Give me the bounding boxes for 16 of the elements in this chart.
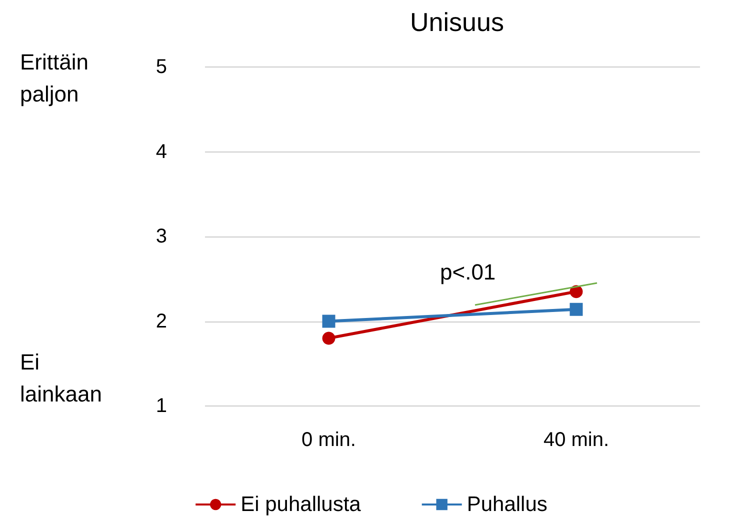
y-tick-label: 3 bbox=[156, 226, 167, 248]
x-tick-label: 40 min. bbox=[543, 429, 610, 451]
x-tick-label: 0 min. bbox=[302, 429, 356, 451]
legend-label: Puhallus bbox=[466, 493, 548, 516]
text: Erittäin paljon bbox=[20, 50, 95, 106]
point bbox=[570, 302, 583, 316]
y-tick-label: 4 bbox=[156, 140, 167, 163]
text: Ei lainkaan bbox=[20, 350, 102, 406]
y-tick-label: 1 bbox=[156, 395, 167, 417]
y-tick-label: 5 bbox=[156, 56, 167, 78]
chart-title: Unisuus bbox=[410, 7, 504, 37]
annotation: p<.01 bbox=[440, 260, 496, 284]
y-tick-label: 2 bbox=[156, 310, 167, 332]
legend-label: Ei puhallusta bbox=[240, 493, 362, 516]
point bbox=[322, 314, 336, 328]
point bbox=[322, 332, 336, 345]
